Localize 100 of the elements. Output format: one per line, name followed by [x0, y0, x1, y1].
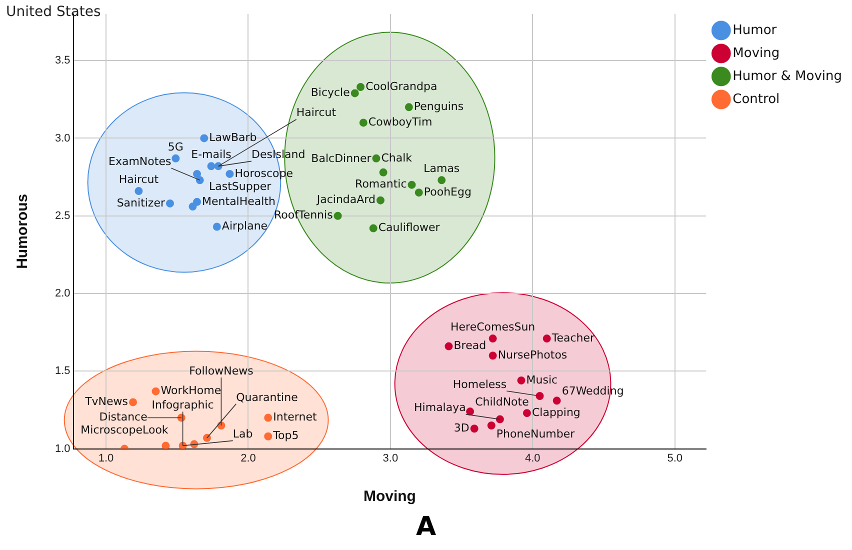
point [466, 408, 474, 416]
annotation: Sanitizer [116, 196, 166, 210]
legend-label: Control [732, 92, 780, 107]
point [200, 134, 208, 142]
annotation: LastSupper [209, 180, 272, 194]
point [414, 188, 423, 197]
chart-title: United States [6, 4, 101, 20]
annotation: Cauliflower [378, 221, 440, 234]
point [488, 334, 497, 343]
annotation: HereComesSun [450, 320, 536, 334]
point [172, 154, 180, 162]
point [152, 387, 160, 396]
annotation: PoohEgg [424, 185, 472, 198]
point [444, 342, 453, 350]
point [536, 392, 544, 400]
annotation: JacindaArd [316, 193, 376, 206]
point [202, 434, 211, 442]
point [376, 196, 384, 204]
annotation: Bread [454, 339, 486, 352]
annotation: Himalaya [414, 401, 466, 414]
annotation: Haircut [296, 106, 337, 120]
annotation: Homeless [452, 378, 507, 391]
annotation: Romantic [355, 178, 407, 191]
annotation: Music [526, 373, 558, 386]
annotation: ChildNote [475, 395, 530, 408]
x-tick-label: 1.0 [98, 452, 114, 464]
annotation: Teacher [550, 331, 596, 344]
point [372, 154, 380, 162]
point [196, 176, 204, 184]
point [369, 224, 378, 232]
annotation: FollowNews [189, 364, 254, 378]
annotation: Top5 [272, 429, 299, 442]
annotation: Internet [273, 410, 318, 424]
point [166, 199, 174, 208]
point [404, 103, 413, 112]
point [264, 432, 272, 440]
point [212, 222, 221, 231]
legend-label: Humor [732, 22, 778, 38]
point [542, 334, 551, 343]
point [496, 415, 504, 424]
y-tick-label: 2.5 [54, 210, 70, 222]
annotation: BalcDinner [311, 152, 372, 166]
annotation: ExamNotes [108, 155, 172, 168]
point [488, 352, 497, 360]
point [162, 442, 170, 449]
x-axis-title: Moving [363, 488, 416, 506]
point [226, 170, 234, 178]
annotation: Distance [99, 410, 148, 424]
point [517, 376, 526, 384]
point [207, 162, 216, 170]
point [359, 118, 368, 127]
x-tick-label: 2.0 [240, 452, 256, 464]
point [438, 176, 446, 184]
point [134, 187, 143, 196]
annotation: Chalk [381, 151, 413, 164]
annotation: Infographic [152, 398, 214, 412]
point [522, 409, 531, 418]
point [470, 424, 478, 433]
point [356, 82, 365, 91]
point [188, 202, 197, 211]
y-tick-label: 1.5 [54, 365, 70, 378]
y-tick-label: 3.5 [54, 54, 70, 67]
annotation: Quarantine [236, 390, 298, 404]
y-tick-label: 1.0 [54, 442, 70, 455]
annotation: CoolGrandpa [366, 80, 438, 93]
text: A [414, 512, 438, 542]
point [193, 170, 202, 178]
annotation: LawBarb [209, 131, 257, 144]
point [193, 198, 202, 206]
point [408, 180, 416, 189]
point [129, 398, 138, 406]
annotation: RoofTennis [274, 208, 334, 222]
annotation: 3D [454, 421, 470, 434]
legend-label: Humor & Moving [732, 68, 842, 84]
annotation: MentalHealth [202, 194, 276, 208]
y-tick-label: 2.0 [54, 288, 70, 300]
point [552, 396, 561, 405]
annotation: 5G [168, 140, 184, 154]
x-tick-label: 4.0 [525, 452, 540, 464]
annotation: CowboyTim [368, 116, 432, 129]
annotation: WorkHome [160, 384, 222, 398]
annotation: Penguins [414, 100, 464, 114]
annotation: TvNews [84, 395, 128, 408]
annotation: Haircut [118, 172, 160, 186]
point [264, 414, 272, 422]
annotation: Clapping [532, 406, 580, 419]
annotation: MicroscopeLook [80, 424, 169, 437]
annotation: Lamas [424, 162, 460, 176]
point [350, 89, 359, 98]
x-tick-label: 5.0 [667, 452, 683, 464]
annotation: NursePhotos [498, 348, 568, 362]
point [379, 168, 388, 176]
annotation: PhoneNumber [496, 427, 576, 440]
point [334, 212, 342, 220]
annotation: Airplane [222, 220, 268, 233]
legend-label: Moving [732, 46, 780, 61]
point [487, 422, 496, 430]
annotation: Bicycle [310, 86, 350, 100]
annotation: Lab [232, 428, 253, 441]
y-tick-label: 3.0 [54, 132, 70, 144]
